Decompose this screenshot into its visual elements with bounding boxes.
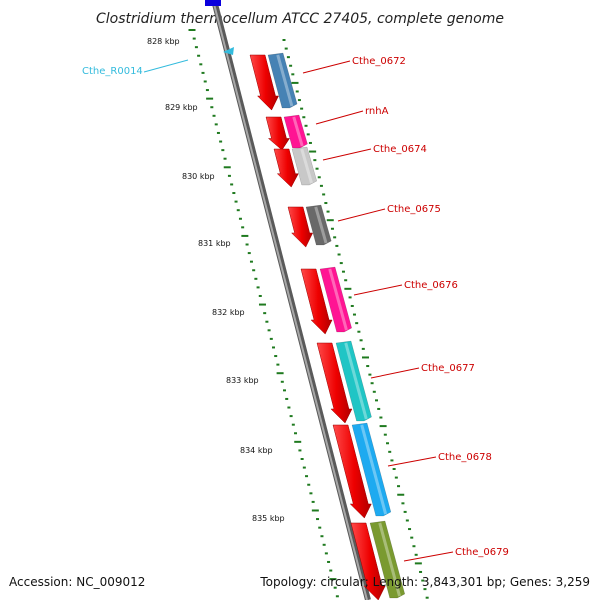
gene-label-connector bbox=[387, 456, 437, 467]
topology-text: Topology: circular; Length: 3,843,301 bp… bbox=[260, 575, 590, 589]
gene-label[interactable]: Cthe_0676 bbox=[404, 280, 458, 291]
cds-highlight bbox=[378, 522, 401, 597]
gene-arrow[interactable] bbox=[316, 342, 353, 424]
kbp-label: 833 kbp bbox=[226, 376, 259, 385]
cds-feature[interactable] bbox=[267, 52, 298, 109]
gene-label[interactable]: Cthe_0679 bbox=[455, 547, 509, 558]
gene-label-connector bbox=[353, 284, 403, 296]
cds-feature[interactable] bbox=[335, 340, 372, 422]
cds-highlight bbox=[300, 148, 313, 184]
gene-arrow[interactable] bbox=[300, 268, 333, 335]
cds-feature[interactable] bbox=[319, 266, 352, 333]
cds-highlight bbox=[344, 342, 368, 420]
cds-highlight bbox=[360, 424, 388, 515]
cds-highlight bbox=[276, 54, 294, 107]
gene-arrow[interactable] bbox=[273, 148, 299, 188]
gene-label[interactable]: Cthe_0678 bbox=[438, 452, 492, 463]
gene-arrow[interactable] bbox=[249, 54, 279, 111]
top-feature-block bbox=[205, 0, 221, 6]
kbp-labels: 828 kbp 829 kbp 830 kbp 831 kbp 832 kbp 833 k… bbox=[147, 37, 285, 523]
rna-feature-label[interactable]: Cthe_R0014 bbox=[82, 66, 143, 77]
cds-feature[interactable] bbox=[283, 114, 308, 149]
map-title: Clostridium thermocellum ATCC 27405, com… bbox=[96, 11, 504, 27]
rna-feature-marker bbox=[223, 47, 234, 55]
gene-label[interactable]: Cthe_0674 bbox=[373, 144, 427, 155]
accession-text: Accession: NC_009012 bbox=[9, 575, 146, 589]
gene-label[interactable]: Cthe_0675 bbox=[387, 204, 441, 215]
kbp-label: 829 kbp bbox=[165, 103, 198, 112]
gene-arrow[interactable] bbox=[350, 522, 386, 600]
gene-label[interactable]: rnhA bbox=[365, 106, 389, 117]
tick-marks bbox=[188, 29, 429, 599]
gene-arrow[interactable] bbox=[332, 424, 372, 519]
genome-backbone bbox=[211, 0, 371, 600]
gene-label-connector bbox=[302, 60, 351, 74]
kbp-label: 834 kbp bbox=[240, 446, 273, 455]
gene-label[interactable]: Cthe_0677 bbox=[421, 363, 475, 374]
kbp-label: 835 kbp bbox=[252, 514, 285, 523]
gene-arrow[interactable] bbox=[265, 116, 290, 151]
gene-label-connector bbox=[370, 367, 420, 379]
kbp-label: 828 kbp bbox=[147, 37, 180, 46]
gene-arrow[interactable] bbox=[287, 206, 314, 248]
gene-labels: Cthe_0672 rnhA Cthe_0674 Cthe_0675 Cthe_0676… bbox=[302, 56, 509, 562]
kbp-label: 830 kbp bbox=[182, 172, 215, 181]
cds-feature[interactable] bbox=[351, 422, 392, 517]
gene-label-connector bbox=[322, 148, 372, 161]
kbp-label: 832 kbp bbox=[212, 308, 245, 317]
rna-label-connector bbox=[143, 59, 189, 73]
cds-highlight bbox=[292, 116, 304, 147]
cds-highlight bbox=[328, 268, 348, 331]
gene-label-connector bbox=[337, 208, 386, 222]
gene-features bbox=[249, 52, 406, 600]
cds-highlight bbox=[314, 206, 328, 244]
cds-feature[interactable] bbox=[291, 146, 318, 186]
gene-label-connector bbox=[315, 110, 364, 125]
gene-label[interactable]: Cthe_0672 bbox=[352, 56, 406, 67]
gene-label-connector bbox=[403, 551, 454, 562]
cds-feature[interactable] bbox=[369, 520, 406, 599]
kbp-label: 831 kbp bbox=[198, 239, 231, 248]
cds-feature[interactable] bbox=[305, 204, 332, 246]
